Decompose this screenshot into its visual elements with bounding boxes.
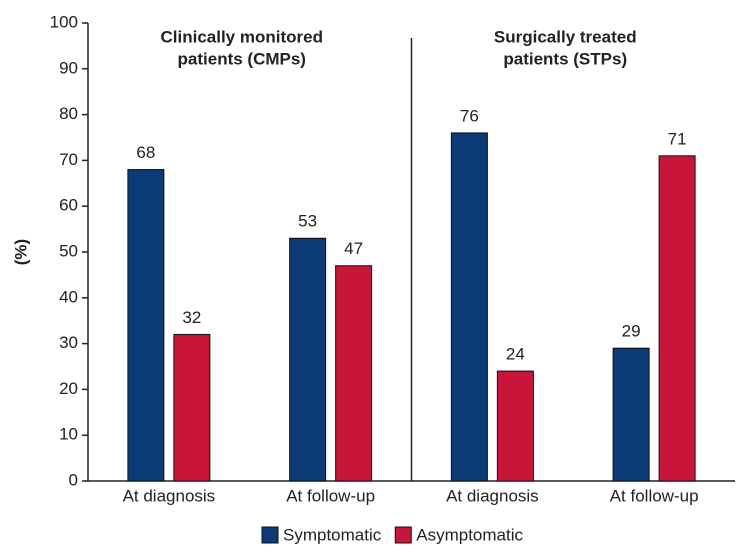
bar [450, 132, 488, 482]
legend-label: Asymptomatic [416, 525, 523, 544]
value-label: 76 [460, 106, 479, 125]
legend-label: Symptomatic [283, 525, 382, 544]
y-tick-label: 70 [59, 150, 78, 169]
value-label: 53 [298, 212, 317, 231]
y-tick-label: 0 [69, 470, 78, 489]
x-tick-label: At diagnosis [446, 486, 539, 505]
value-label: 71 [668, 129, 687, 148]
y-tick-label: 10 [59, 425, 78, 444]
bar [173, 333, 211, 482]
value-label: 24 [506, 345, 525, 364]
bar [658, 155, 696, 482]
y-tick-label: 60 [59, 196, 78, 215]
legend-swatch [394, 526, 412, 544]
x-tick-label: At diagnosis [123, 486, 216, 505]
y-tick-label: 90 [59, 58, 78, 77]
y-tick-label: 40 [59, 287, 78, 306]
y-tick-label: 80 [59, 104, 78, 123]
panel-title: patients (STPs) [503, 49, 627, 68]
y-tick-label: 50 [59, 241, 78, 260]
value-label: 32 [182, 308, 201, 327]
x-tick-label: At follow-up [610, 486, 699, 505]
panel-title: Clinically monitored [161, 27, 323, 46]
y-axis-label: (%) [11, 239, 30, 265]
bar [127, 169, 165, 482]
panel-title: Surgically treated [494, 27, 637, 46]
x-tick-label: At follow-up [286, 486, 375, 505]
bar [289, 237, 327, 482]
value-label: 68 [136, 143, 155, 162]
y-tick-label: 20 [59, 379, 78, 398]
value-label: 47 [344, 239, 363, 258]
y-tick-label: 100 [50, 12, 78, 31]
bar [612, 347, 650, 482]
bar [335, 265, 373, 482]
y-tick-label: 30 [59, 333, 78, 352]
legend-swatch [261, 526, 279, 544]
panel-title: patients (CMPs) [178, 49, 306, 68]
bar [496, 370, 534, 482]
value-label: 29 [622, 322, 641, 341]
